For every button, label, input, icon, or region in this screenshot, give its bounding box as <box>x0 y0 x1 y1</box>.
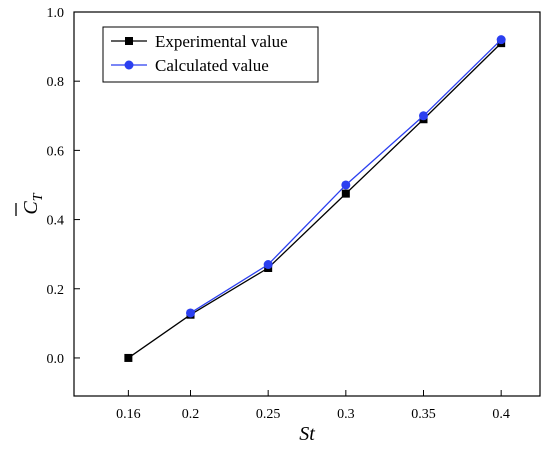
data-point <box>186 308 195 318</box>
series-2 <box>186 35 506 318</box>
y-tick-label: 0.6 <box>47 144 65 159</box>
data-point <box>263 260 273 270</box>
y-tick-label: 0.4 <box>47 214 65 229</box>
y-tick-label: 0.0 <box>47 352 65 367</box>
legend-label: Experimental value <box>155 32 288 51</box>
legend-item: Calculated value <box>111 56 269 75</box>
x-tick-label: 0.2 <box>182 407 200 422</box>
legend-marker <box>125 37 133 45</box>
x-tick-label: 0.3 <box>337 407 355 422</box>
series-1 <box>124 39 506 362</box>
y-axis-label-text: CT <box>20 192 46 214</box>
x-tick-label: 0.25 <box>256 407 281 422</box>
y-tick-label: 0.2 <box>47 283 65 298</box>
series-line <box>127 42 502 359</box>
x-tick-label: 0.4 <box>492 407 510 422</box>
y-tick-label: 1.0 <box>47 6 65 21</box>
legend: Experimental value Calculated value <box>102 26 319 83</box>
x-axis-label: St <box>299 423 315 445</box>
axis-labels-layer: St CT <box>15 192 315 445</box>
axes-layer: 0.0 0.2 0.4 0.6 0.8 1.0 0.16 0.2 0.25 0.3 0.35 0.4 <box>47 6 541 422</box>
y-axis-label: CT <box>15 192 46 216</box>
plot-frame <box>73 11 541 397</box>
data-point <box>124 353 133 362</box>
series-layer <box>124 35 506 362</box>
data-point <box>341 189 350 198</box>
legend-box <box>102 26 319 83</box>
y-tick-label: 0.8 <box>47 75 65 90</box>
data-point <box>419 111 428 121</box>
legend-label: Calculated value <box>155 56 269 75</box>
x-tick-label: 0.16 <box>116 407 141 422</box>
legend-marker <box>124 60 134 70</box>
data-point <box>496 35 506 45</box>
legend-item: Experimental value <box>111 32 288 51</box>
data-point <box>341 180 351 190</box>
x-tick-label: 0.35 <box>411 407 436 422</box>
